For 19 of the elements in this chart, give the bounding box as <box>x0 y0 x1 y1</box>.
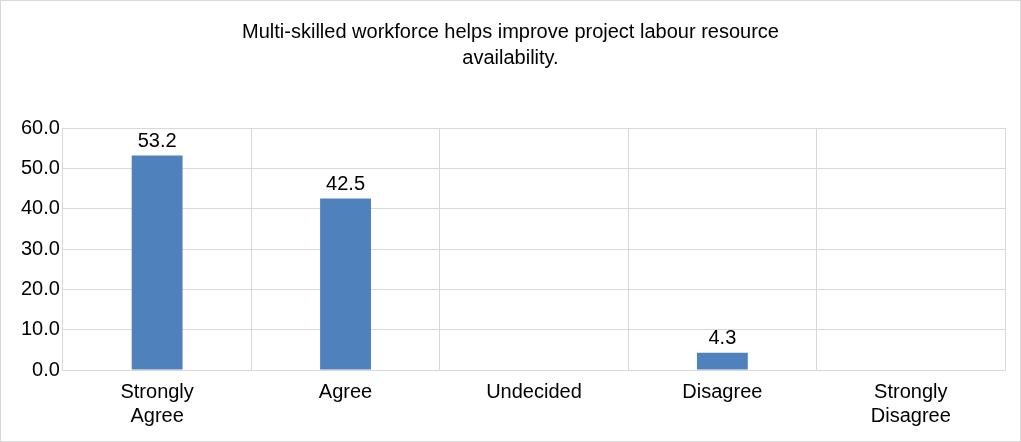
bar <box>696 352 748 370</box>
y-tick-label: 20.0 <box>20 276 60 299</box>
x-tick-label: Disagree <box>682 379 763 402</box>
x-tick-label: Strongly Agree <box>120 379 194 426</box>
data-label: 4.3 <box>708 326 737 349</box>
chart-title: Multi-skilled workforce helps improve project labour resource availability. <box>241 19 780 70</box>
bar <box>320 198 371 370</box>
data-label: 53.2 <box>137 128 177 151</box>
y-tick-label: 0.0 <box>32 357 60 380</box>
y-tick-label: 40.0 <box>20 196 60 219</box>
data-label: 42.5 <box>326 172 366 195</box>
y-tick-label: 30.0 <box>20 236 60 259</box>
y-tick-label: 50.0 <box>20 155 60 178</box>
x-tick-label: Agree <box>318 379 373 402</box>
y-tick-label: 10.0 <box>20 317 60 340</box>
x-tick-label: Strongly Disagree <box>870 379 951 426</box>
y-tick-label: 60.0 <box>20 115 60 138</box>
bar <box>131 155 183 370</box>
x-tick-label: Undecided <box>486 379 582 402</box>
